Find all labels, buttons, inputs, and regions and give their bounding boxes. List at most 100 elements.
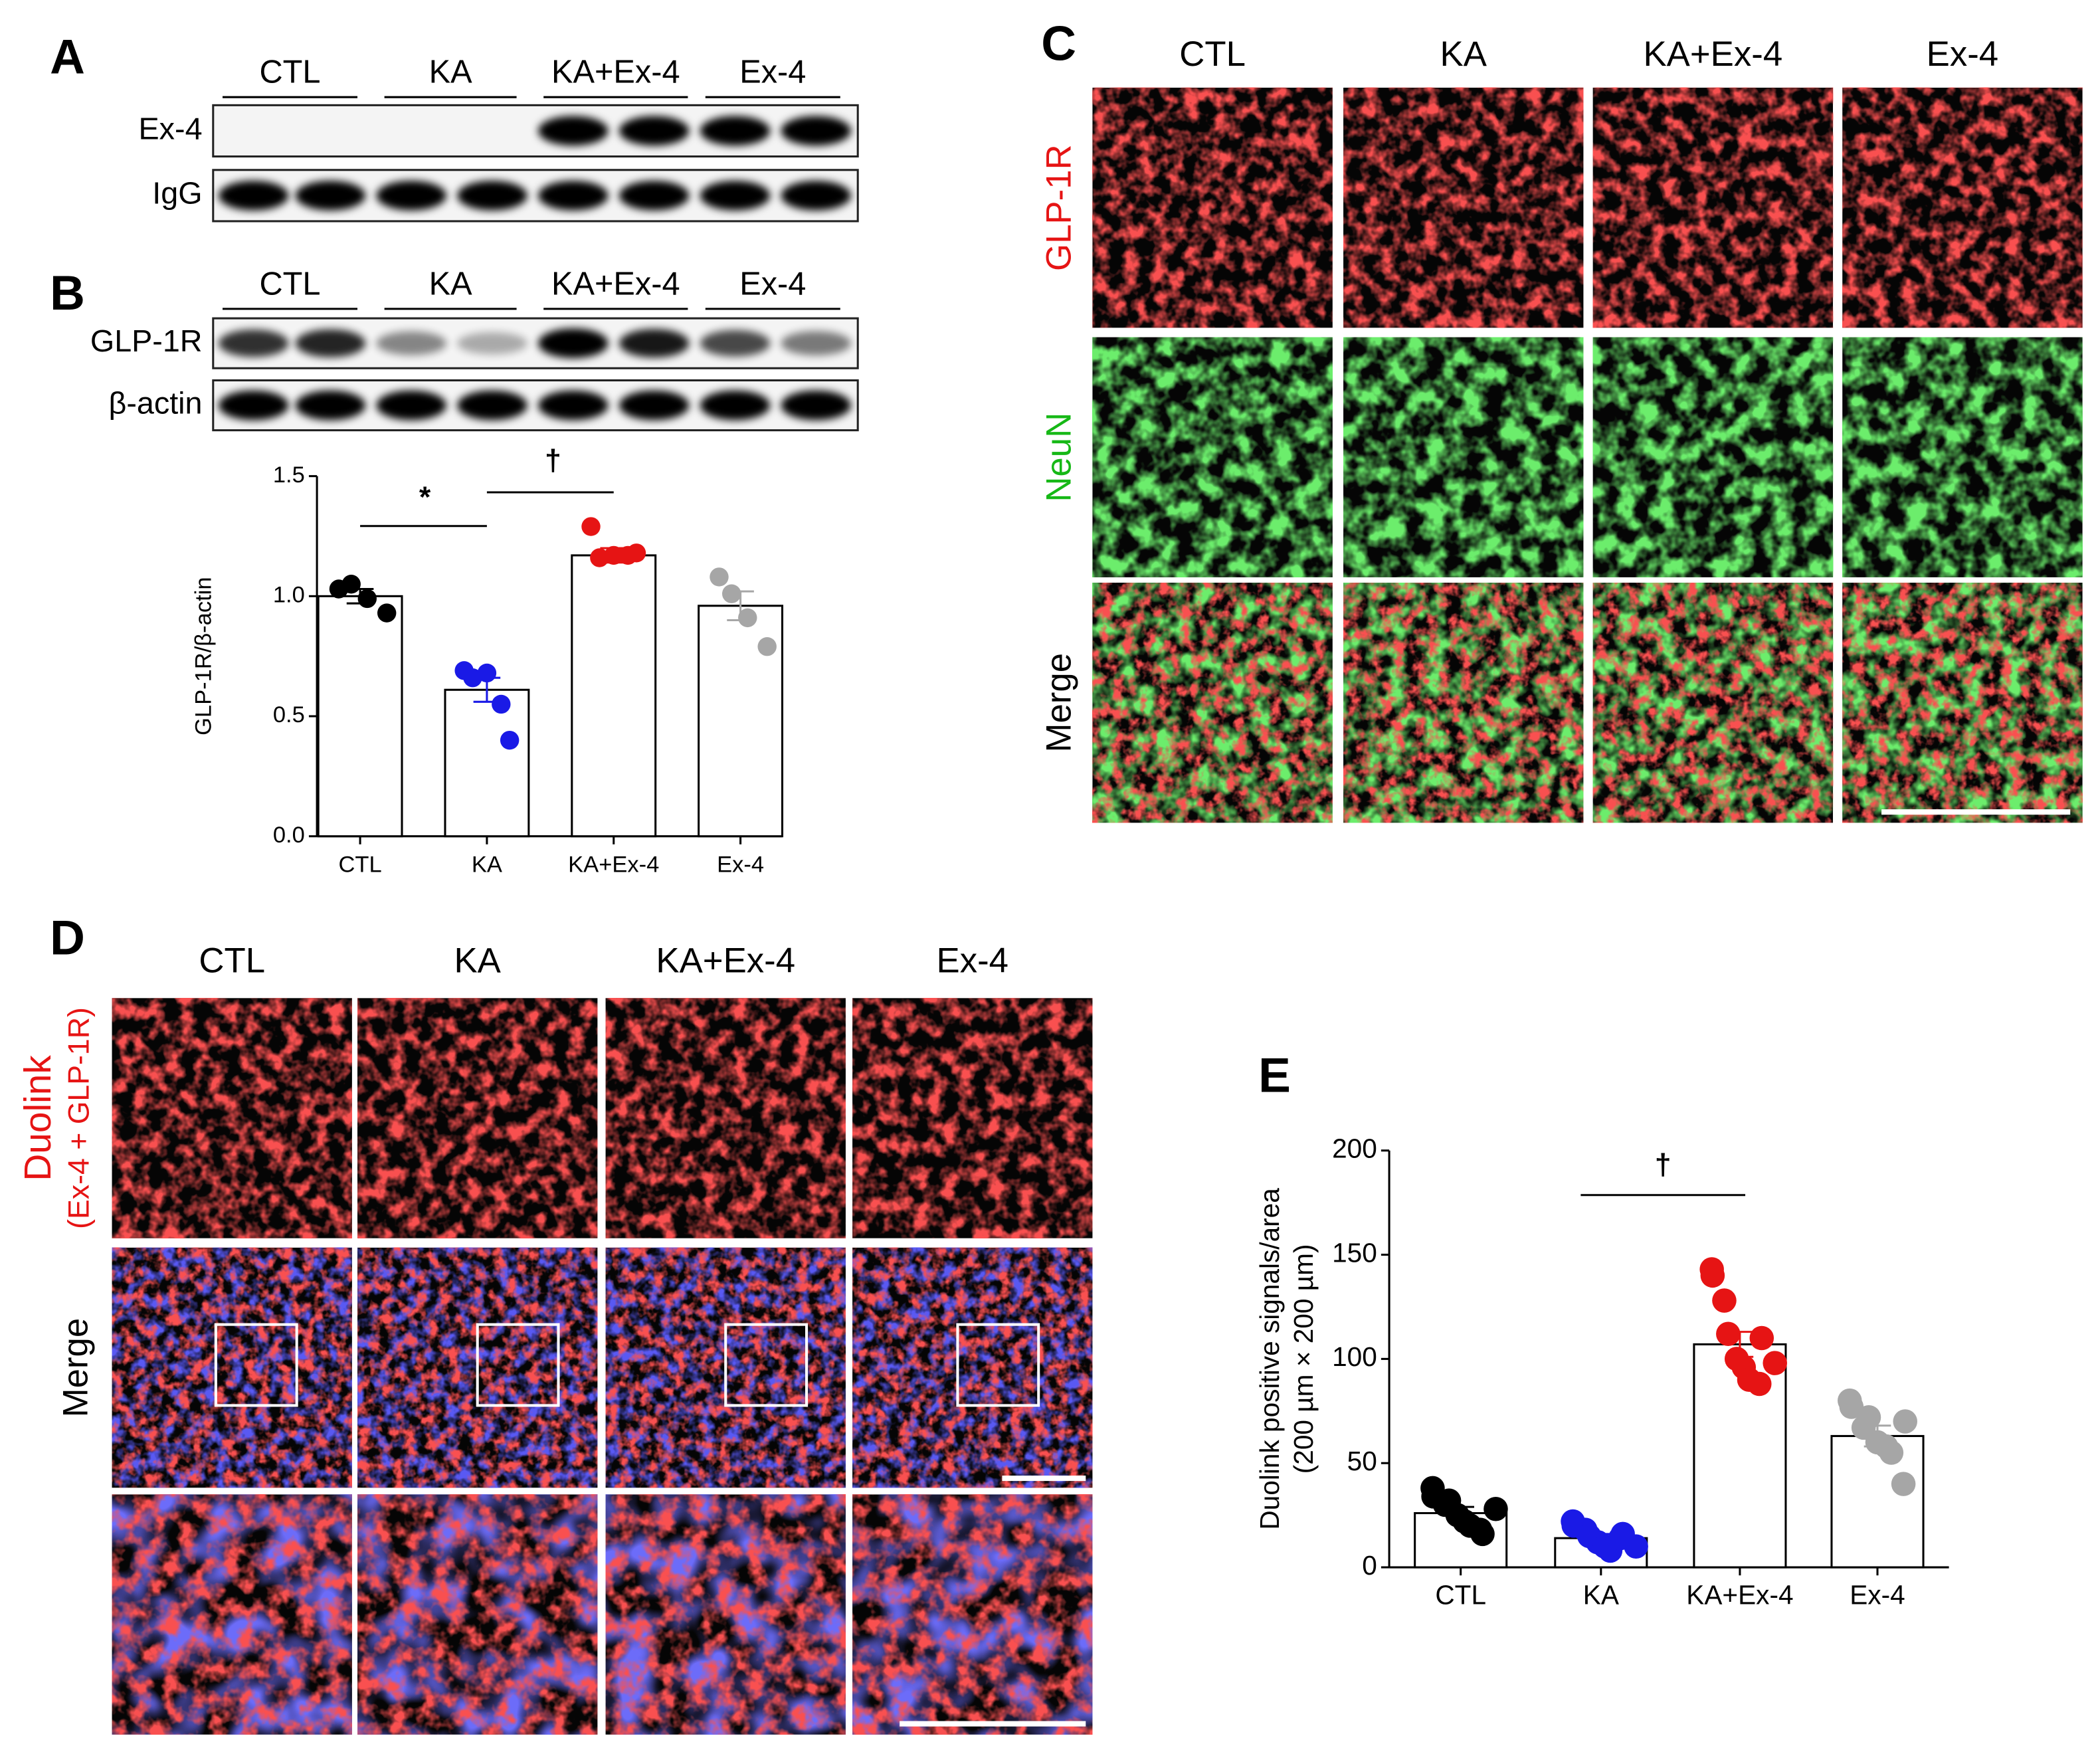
blot-band xyxy=(376,390,447,421)
column-label: Ex-4 xyxy=(937,941,1009,980)
blot-band xyxy=(295,329,366,357)
micrograph-signal xyxy=(112,1494,352,1735)
micrograph-signal xyxy=(1842,87,2083,328)
panel-letter: D xyxy=(50,911,85,965)
micrograph-signal xyxy=(1092,583,1333,823)
data-point xyxy=(500,730,520,750)
column-label: CTL xyxy=(199,941,265,980)
data-point xyxy=(377,603,397,623)
x-tick-label: KA+Ex-4 xyxy=(1686,1579,1793,1610)
blot-band xyxy=(619,181,690,211)
x-tick-label: KA+Ex-4 xyxy=(568,852,659,877)
data-point xyxy=(1483,1496,1508,1521)
micrograph-signal xyxy=(1592,337,1834,577)
blot-group-label: KA+Ex-4 xyxy=(551,266,680,302)
row-label: Merge xyxy=(1040,653,1079,753)
y-tick-label: 150 xyxy=(1332,1237,1377,1268)
y-tick-label: 0 xyxy=(1362,1550,1377,1581)
inset-box xyxy=(724,1323,809,1407)
bar xyxy=(444,688,530,838)
data-point xyxy=(1716,1321,1741,1347)
blot-band xyxy=(700,390,771,421)
panel-letter: B xyxy=(50,266,85,320)
data-point xyxy=(1879,1440,1904,1465)
inset-box xyxy=(476,1323,560,1407)
bar xyxy=(1830,1434,1925,1569)
data-point xyxy=(1712,1288,1737,1313)
row-label: (Ex-4 + GLP-1R) xyxy=(63,1007,96,1229)
y-axis-label: Duolink positive signals/area xyxy=(1254,1188,1285,1530)
annotation: † xyxy=(545,444,561,477)
data-point xyxy=(341,575,361,594)
blot-group-label: CTL xyxy=(259,266,320,302)
blot-band xyxy=(457,390,527,421)
column-label: KA xyxy=(1440,35,1487,74)
blot-group-label: Ex-4 xyxy=(739,54,806,90)
micrograph-signal xyxy=(852,1494,1093,1735)
micrograph-signal xyxy=(605,998,846,1238)
blot-band xyxy=(218,329,289,357)
micrograph-signal xyxy=(1343,583,1584,823)
micrograph-signal xyxy=(357,1494,598,1735)
micrograph-signal xyxy=(1343,337,1584,577)
blot-row-label: β-actin xyxy=(109,385,203,420)
row-label: GLP-1R xyxy=(1040,144,1079,271)
blot-band xyxy=(781,181,852,211)
bar xyxy=(571,554,657,838)
row-label: NeuN xyxy=(1040,413,1079,502)
row-label: Merge xyxy=(56,1318,96,1418)
micrograph-signal xyxy=(1092,87,1333,328)
data-point xyxy=(581,517,601,536)
data-point xyxy=(721,584,741,603)
micrograph-signal xyxy=(112,998,352,1238)
panel-letter: A xyxy=(50,31,85,84)
blot-group-label: Ex-4 xyxy=(739,266,806,302)
data-point xyxy=(1747,1371,1772,1397)
x-tick-label: CTL xyxy=(338,852,381,877)
micrograph-signal xyxy=(1842,583,2083,823)
y-tick-label: 1.5 xyxy=(273,462,305,488)
data-point xyxy=(710,567,729,587)
blot-band xyxy=(218,181,289,211)
panel-letter: C xyxy=(1041,17,1076,70)
x-tick-label: Ex-4 xyxy=(717,852,764,877)
x-tick-label: KA xyxy=(472,852,502,877)
data-point xyxy=(757,637,777,656)
blot-band xyxy=(619,390,690,421)
blot-band xyxy=(538,116,609,146)
blot-band xyxy=(538,390,609,421)
panel-letter: E xyxy=(1258,1048,1291,1102)
blot-row-label: GLP-1R xyxy=(90,324,203,358)
y-tick-label: 0.0 xyxy=(273,823,305,848)
blot-band xyxy=(781,116,852,146)
data-point xyxy=(463,668,482,688)
x-tick-label: Ex-4 xyxy=(1850,1579,1905,1610)
y-tick-label: 200 xyxy=(1332,1133,1377,1163)
blot-group-label: KA xyxy=(429,266,472,302)
x-tick-label: CTL xyxy=(1435,1579,1486,1610)
blot-band xyxy=(700,181,771,211)
data-point xyxy=(1893,1409,1917,1434)
annotation: * xyxy=(419,481,431,514)
micrograph-signal xyxy=(1592,87,1834,328)
blot-group-label: KA+Ex-4 xyxy=(551,54,680,90)
blot-band xyxy=(295,390,366,421)
data-point xyxy=(1856,1405,1881,1430)
data-point xyxy=(738,608,757,628)
micrograph-signal xyxy=(357,998,598,1238)
row-label: Duolink xyxy=(17,1055,59,1181)
data-point xyxy=(1891,1472,1916,1496)
data-point xyxy=(1700,1263,1725,1288)
y-tick-label: 0.5 xyxy=(273,702,305,727)
y-axis-label: GLP-1R/β-actin xyxy=(191,577,217,735)
inset-box xyxy=(214,1323,298,1407)
blot-band xyxy=(457,181,527,211)
blot-band xyxy=(538,181,609,211)
bar xyxy=(317,595,403,838)
micrograph-signal xyxy=(852,1247,1093,1488)
blot-band xyxy=(619,329,690,358)
inset-box xyxy=(956,1323,1040,1407)
blot-band xyxy=(376,181,447,211)
data-point xyxy=(626,543,646,563)
